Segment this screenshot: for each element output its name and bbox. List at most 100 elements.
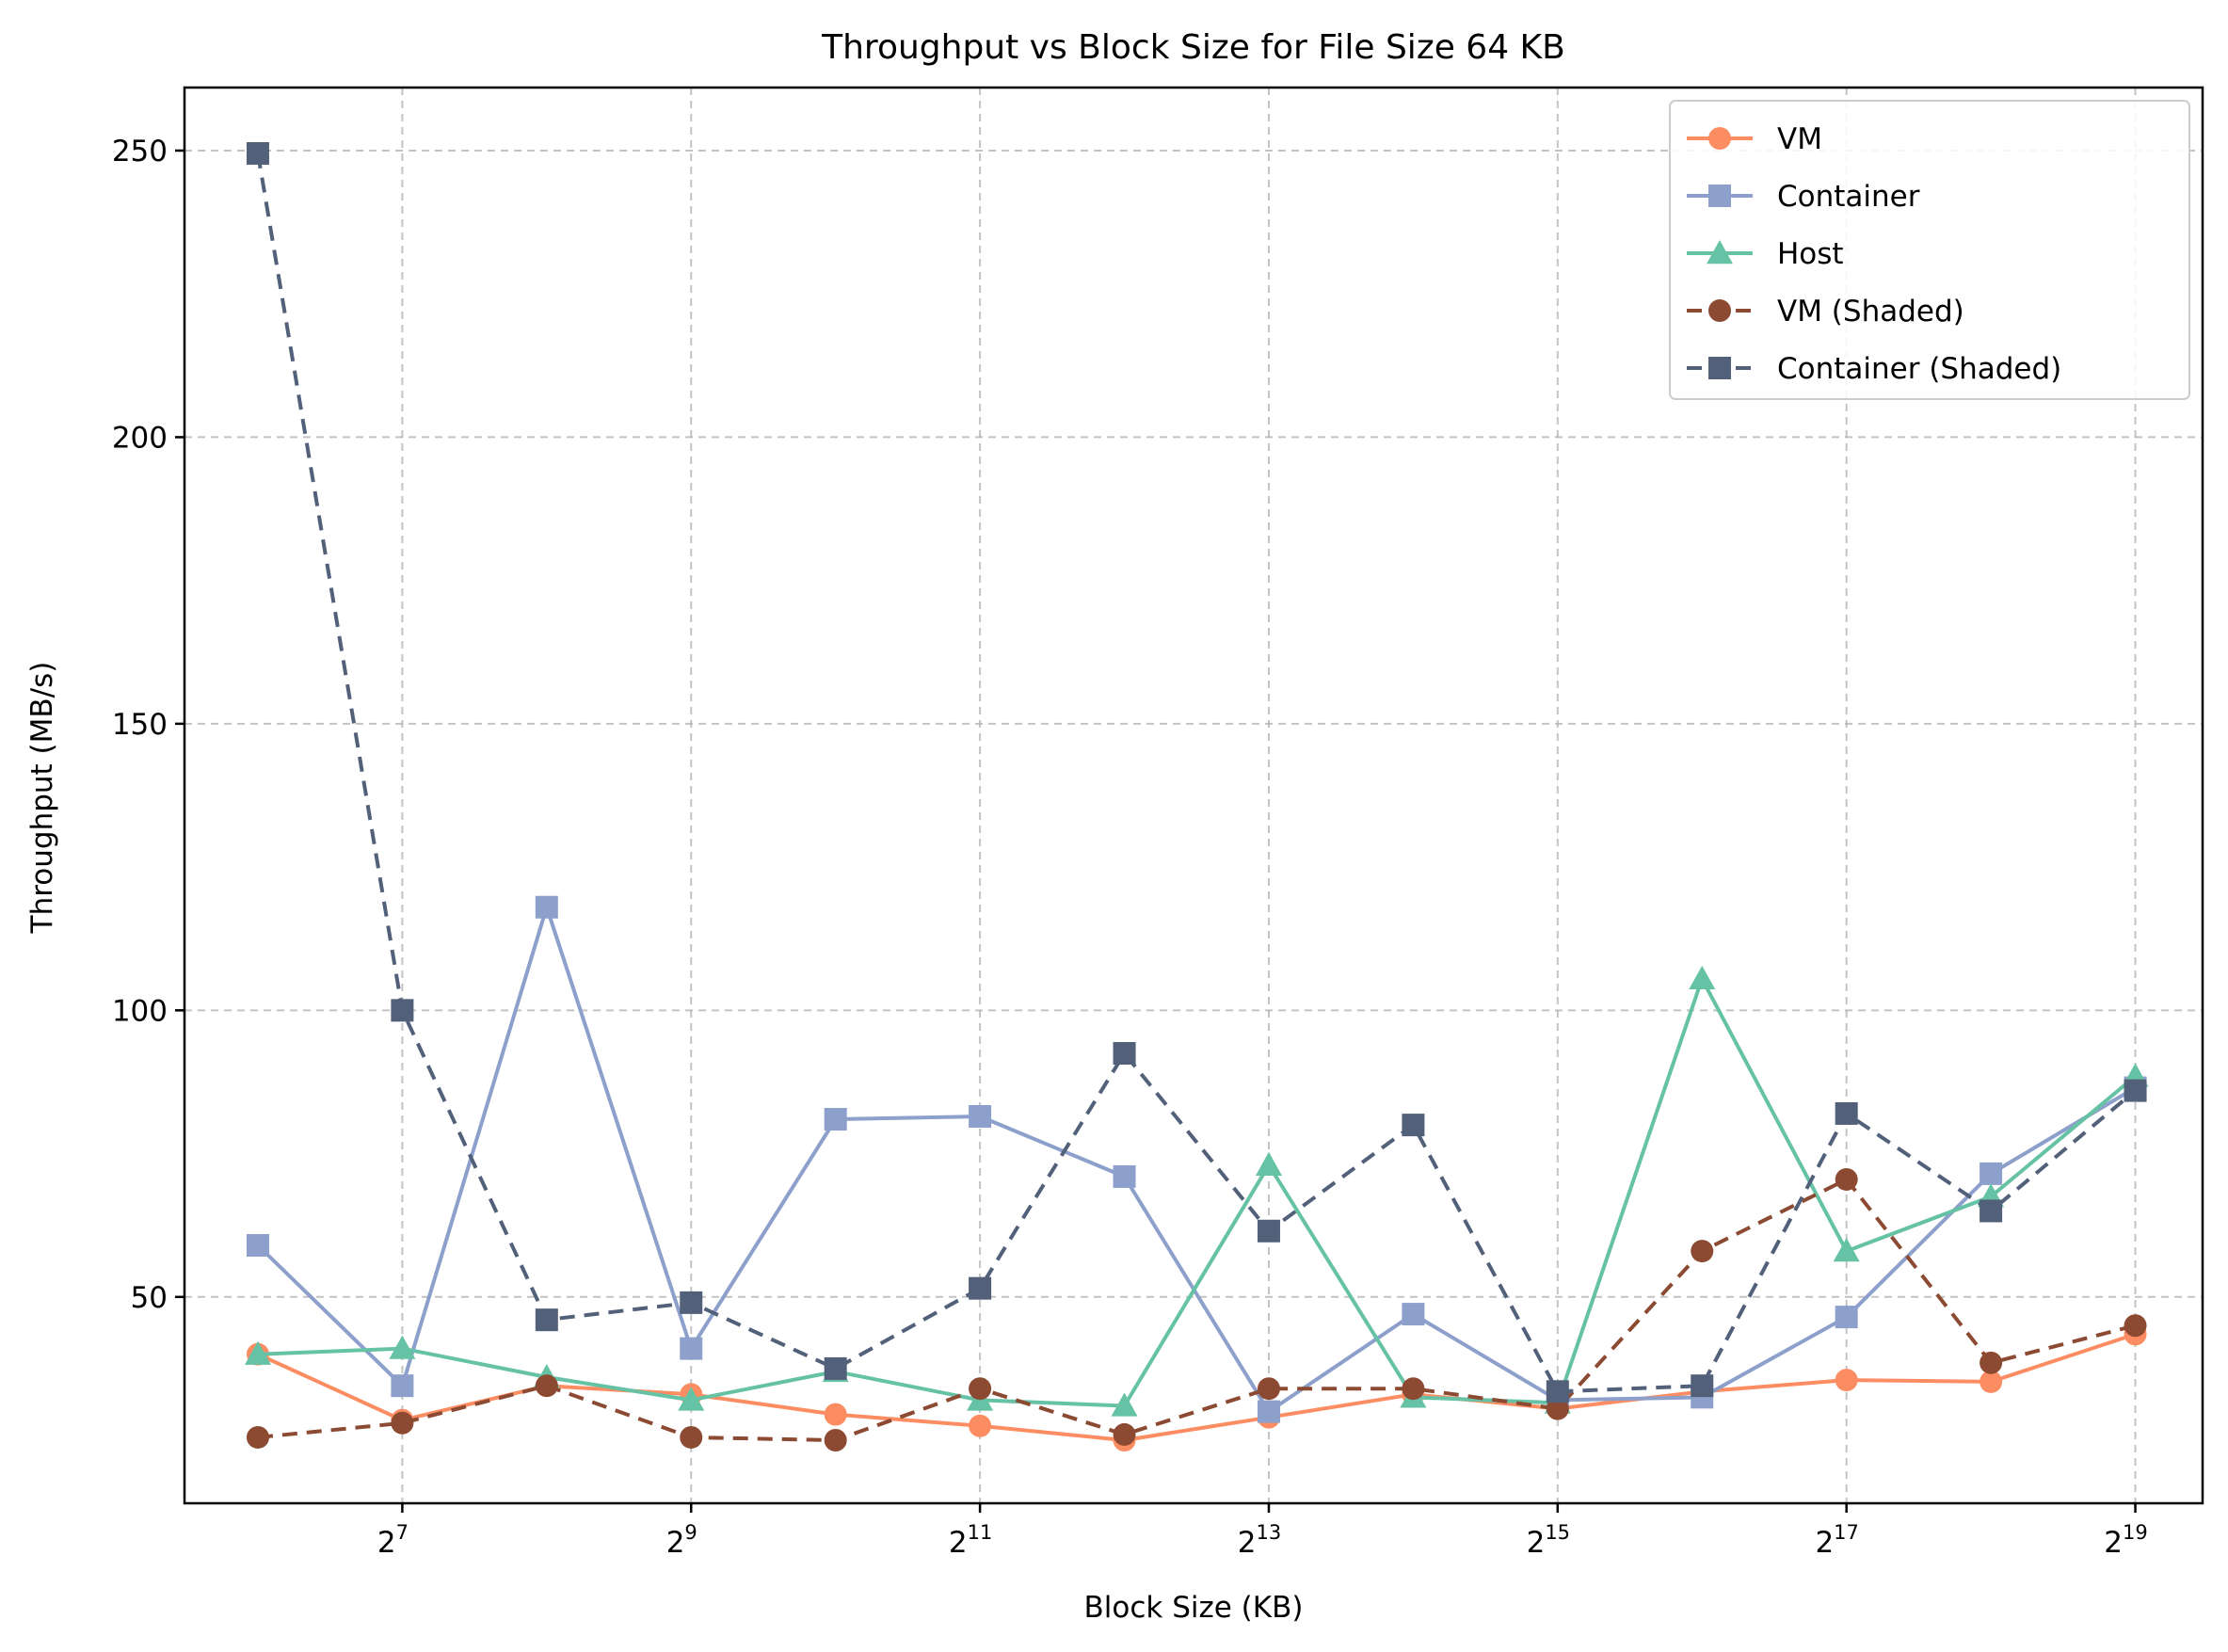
data-point-vm-shaded (2124, 1314, 2147, 1338)
data-point-vm (969, 1414, 992, 1437)
series-line-container (256, 905, 2137, 1414)
series-line-host (257, 976, 2137, 1408)
series-line-vm (257, 1332, 2137, 1442)
y-tick-label: 100 (112, 994, 168, 1028)
legend-swatch-marker (1708, 299, 1731, 322)
data-point-vm (1980, 1370, 2003, 1393)
data-point-vm-shaded (535, 1374, 558, 1398)
data-point-vm-shaded (1980, 1351, 2003, 1374)
data-point-container (246, 1233, 269, 1257)
series-vm-shaded (246, 1167, 2147, 1452)
data-point-container-shaded (1691, 1374, 1714, 1398)
data-point-container (680, 1337, 703, 1360)
data-point-vm-shaded (824, 1429, 847, 1452)
legend-item-vm-shaded: VM (Shaded) (1687, 295, 1964, 329)
x-tick-exponent: 19 (2123, 1521, 2148, 1544)
series-container-shaded (246, 142, 2147, 1403)
legend-swatch-marker (1708, 184, 1731, 207)
data-point-container (535, 895, 558, 919)
y-tick-label: 50 (131, 1281, 168, 1315)
data-point-vm-shaded (1257, 1377, 1280, 1401)
data-point-vm-shaded (1113, 1422, 1136, 1446)
data-point-container-shaded (2124, 1079, 2147, 1102)
legend-item-host: Host (1687, 237, 1844, 271)
data-point-vm (824, 1403, 847, 1426)
x-tick-exponent: 9 (684, 1521, 697, 1544)
legend-item-vm: VM (1687, 122, 1822, 156)
data-point-container-shaded (1402, 1114, 1425, 1137)
data-point-container (969, 1104, 992, 1128)
x-tick-exponent: 11 (968, 1521, 993, 1544)
data-point-host (1111, 1392, 1138, 1417)
data-point-vm-shaded (246, 1425, 269, 1449)
y-tick-label: 250 (112, 135, 168, 168)
data-point-container (1257, 1400, 1280, 1423)
data-point-container (1835, 1306, 1858, 1329)
legend-swatch-marker (1708, 127, 1731, 150)
data-point-host (244, 1340, 271, 1365)
x-axis-label: Block Size (KB) (1084, 1591, 1304, 1625)
data-point-container-shaded (1835, 1101, 1858, 1125)
data-point-vm-shaded (391, 1411, 414, 1435)
x-tick-label: 29 (666, 1521, 697, 1560)
data-point-host (1255, 1151, 1282, 1176)
series-lines (244, 142, 2149, 1452)
data-point-vm-shaded (969, 1377, 992, 1401)
data-point-container-shaded (680, 1291, 703, 1314)
legend-item-container-shaded: Container (Shaded) (1687, 352, 2061, 386)
y-tick-label: 150 (112, 708, 168, 742)
legend-label: Container (Shaded) (1777, 352, 2061, 386)
data-point-container (1113, 1164, 1136, 1188)
legend-item-container: Container (1687, 180, 1920, 214)
data-point-host (389, 1335, 416, 1359)
y-tick-label: 200 (112, 421, 168, 455)
data-point-container-shaded (1980, 1199, 2003, 1223)
x-tick-label: 215 (1527, 1521, 1570, 1560)
plot-frame (183, 86, 2204, 1505)
series-line-container-shaded (256, 152, 2137, 1394)
data-point-vm-shaded (680, 1425, 703, 1449)
axis-ticks: 27 29 211 213 215 217 219 50 100 150 200 250 (112, 135, 2148, 1560)
grid (184, 88, 2203, 1503)
legend-swatch-marker (1707, 240, 1733, 265)
legend-label: VM (1777, 122, 1822, 156)
x-tick-label: 213 (1238, 1521, 1281, 1560)
data-point-container-shaded (246, 142, 269, 166)
chart-title: Throughput vs Block Size for File Size 6… (821, 28, 1565, 67)
data-point-container-shaded (535, 1308, 558, 1332)
data-point-container-shaded (1257, 1219, 1280, 1243)
data-point-host (1689, 965, 1716, 990)
data-point-host (1833, 1238, 1860, 1262)
data-point-container-shaded (1546, 1380, 1569, 1403)
data-point-container (824, 1108, 847, 1131)
series-host (244, 965, 2149, 1417)
data-point-container-shaded (824, 1356, 847, 1380)
data-point-container (391, 1374, 414, 1398)
data-point-container-shaded (1113, 1042, 1136, 1066)
x-tick-exponent: 13 (1256, 1521, 1281, 1544)
data-point-vm-shaded (1835, 1167, 1858, 1191)
legend-box (1669, 100, 2190, 400)
data-point-container-shaded (969, 1276, 992, 1300)
legend-label: VM (Shaded) (1777, 295, 1964, 329)
legend: VM Container Host VM (Shaded) Container (Sha… (1669, 100, 2190, 400)
data-point-container (1980, 1162, 2003, 1185)
x-tick-label: 217 (1815, 1521, 1858, 1560)
y-axis-label: Throughput (MB/s) (25, 662, 59, 935)
data-point-container-shaded (391, 999, 414, 1022)
x-tick-exponent: 15 (1545, 1521, 1570, 1544)
series-line-vm-shaded (257, 1178, 2136, 1442)
x-tick-exponent: 7 (396, 1521, 409, 1544)
data-point-vm-shaded (1546, 1397, 1569, 1420)
x-tick-exponent: 17 (1834, 1521, 1859, 1544)
data-point-vm-shaded (1691, 1240, 1714, 1263)
data-point-host (678, 1387, 705, 1411)
x-tick-label: 27 (377, 1521, 409, 1560)
legend-label: Host (1777, 237, 1844, 271)
legend-label: Container (1777, 180, 1920, 214)
x-tick-label: 211 (949, 1521, 992, 1560)
x-tick-label: 219 (2104, 1521, 2147, 1560)
legend-swatch-marker (1708, 357, 1731, 379)
data-point-container (1402, 1303, 1425, 1326)
